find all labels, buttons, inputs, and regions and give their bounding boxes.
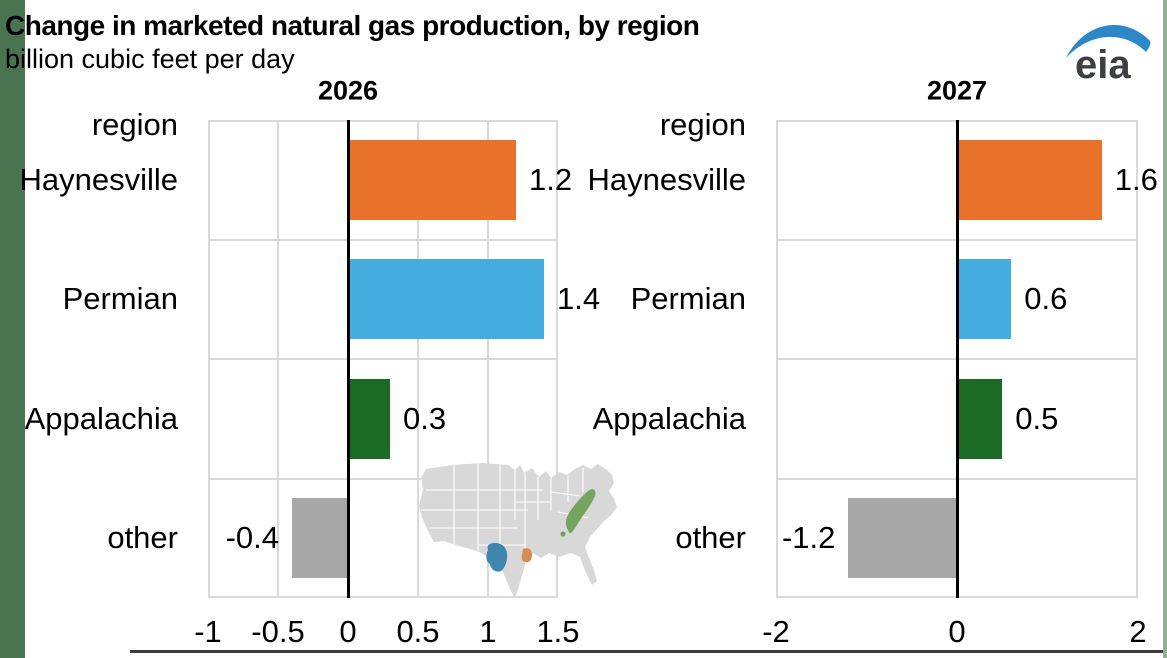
left-edge-strip: [0, 0, 25, 658]
eia-logo-swoosh: [1066, 24, 1151, 58]
eia-logo-text: eia: [1075, 43, 1131, 84]
page-subtitle: billion cubic feet per day: [5, 44, 295, 74]
bar-haynesville-2027: [957, 139, 1102, 220]
map-region-haynesville: [521, 548, 532, 563]
row-separator-2026: [208, 477, 558, 480]
bar-permian-2027: [957, 259, 1012, 340]
row-separator-2026: [208, 238, 558, 241]
us-landmass: [419, 463, 617, 598]
map-region-appalachia: [565, 489, 596, 534]
row-label-appalachia-2027: Appalachia: [592, 400, 746, 436]
x-tick-label-2026: -1: [194, 614, 222, 649]
right-edge-strip: [1163, 0, 1167, 658]
x-tick-label-2026: 1: [479, 614, 497, 649]
bar-appalachia-2026: [348, 378, 390, 459]
row-label-haynesville-2026: Haynesville: [19, 161, 178, 197]
x-tick-label-2026: -0.5: [251, 614, 305, 649]
chart-title-2027: 2027: [926, 75, 988, 106]
x-tick-label-2027: 0: [948, 614, 966, 649]
map-region-appalachia-dot: [560, 531, 566, 537]
axis-header-2027: region: [659, 107, 746, 142]
zero-line-2027: [955, 120, 959, 598]
value-label-permian-2027: 0.6: [1024, 281, 1068, 317]
x-tick-label-2026: 1.5: [536, 614, 580, 649]
row-label-permian-2026: Permian: [62, 281, 178, 317]
eia-logo: eia: [1066, 24, 1151, 84]
x-tick-label-2027: -2: [762, 614, 790, 649]
value-label-appalachia-2026: 0.3: [403, 400, 447, 436]
x-tick-label-2027: 2: [1129, 614, 1147, 649]
bar-permian-2026: [348, 259, 544, 340]
row-label-other-2027: other: [675, 520, 746, 556]
row-label-permian-2027: Permian: [630, 281, 746, 317]
value-label-permian-2026: 1.4: [557, 281, 601, 317]
x-tick-label-2026: 0: [339, 614, 357, 649]
row-label-appalachia-2026: Appalachia: [24, 400, 178, 436]
zero-line-2026: [346, 120, 350, 598]
us-map: [419, 463, 617, 598]
value-label-haynesville-2026: 1.2: [529, 161, 573, 197]
chart-title-2026: 2026: [317, 75, 379, 106]
map-region-permian: [486, 543, 508, 572]
x-tick-label-2026: 0.5: [396, 614, 440, 649]
bar-haynesville-2026: [348, 139, 516, 220]
axis-header-2026: region: [91, 107, 178, 142]
bar-other-2026: [292, 498, 348, 579]
value-label-other-2026: -0.4: [225, 520, 279, 556]
value-label-other-2027: -1.2: [781, 520, 836, 556]
bar-other-2027: [848, 498, 957, 579]
row-label-haynesville-2027: Haynesville: [587, 161, 746, 197]
bottom-edge-line: [130, 650, 1163, 653]
row-separator-2026: [208, 358, 558, 360]
row-label-other-2026: other: [107, 520, 178, 556]
page-title: Change in marketed natural gas productio…: [5, 10, 700, 41]
value-label-appalachia-2027: 0.5: [1015, 400, 1059, 436]
bar-appalachia-2027: [957, 378, 1003, 459]
value-label-haynesville-2027: 1.6: [1114, 161, 1158, 197]
